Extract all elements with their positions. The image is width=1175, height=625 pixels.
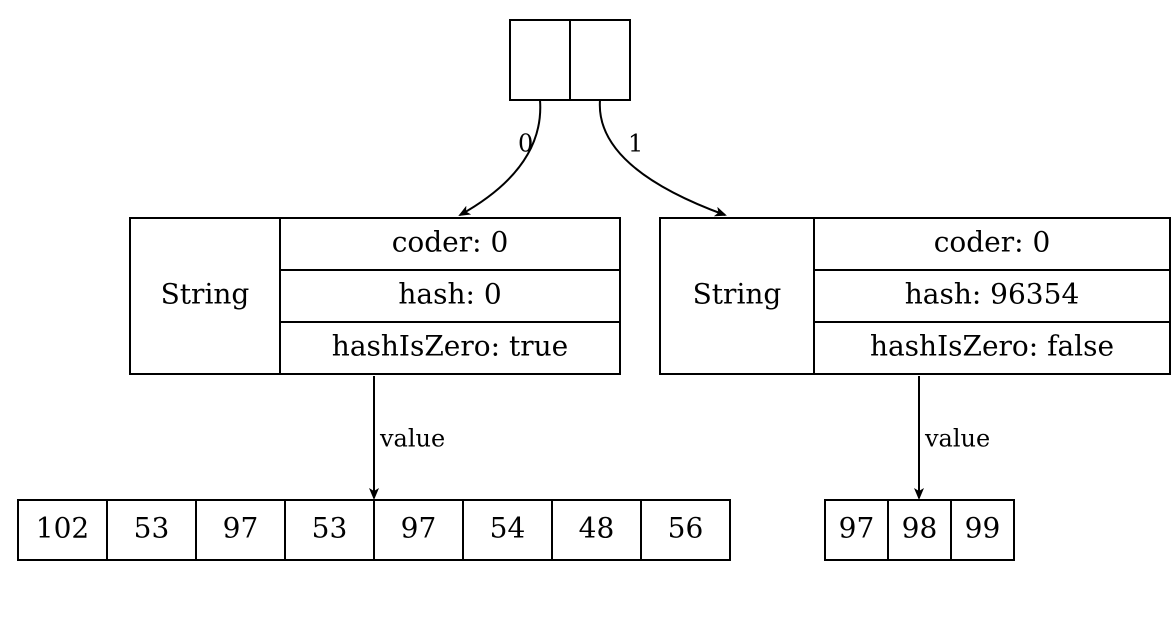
- edge-0: [460, 100, 540, 215]
- left_string-array-value-1: 53: [134, 512, 170, 545]
- left_string-field-label-0: coder: 0: [392, 226, 509, 259]
- edge-label-2: value: [379, 425, 445, 453]
- right_string-array-value-1: 98: [902, 512, 938, 545]
- left_string-field-label-1: hash: 0: [398, 278, 501, 311]
- right_string-field-label-2: hashIsZero: false: [870, 330, 1114, 363]
- right_string-field-label-0: coder: 0: [934, 226, 1051, 259]
- left_string-array-value-3: 53: [312, 512, 348, 545]
- left_string-array-value-0: 102: [36, 512, 89, 545]
- left_string-array-value-5: 54: [490, 512, 526, 545]
- left_string-array-value-2: 97: [223, 512, 259, 545]
- root-cell-1: [570, 20, 630, 100]
- edge-label-0: 0: [518, 130, 533, 158]
- left_string-array-value-7: 56: [668, 512, 704, 545]
- right_string-array-value-2: 99: [965, 512, 1001, 545]
- right_string-array-value-0: 97: [839, 512, 875, 545]
- left_string-array-value-4: 97: [401, 512, 437, 545]
- right_string-field-label-1: hash: 96354: [905, 278, 1080, 311]
- edge-label-1: 1: [628, 130, 643, 158]
- left_string-field-label-2: hashIsZero: true: [332, 330, 568, 363]
- diagram-canvas: String coder: 0 hash: 0 hashIsZero: true 102…: [0, 0, 1175, 625]
- root-cell-0: [510, 20, 570, 100]
- right_string-type-label: String: [693, 278, 782, 311]
- edge-1: [600, 100, 725, 215]
- edge-label-3: value: [924, 425, 990, 453]
- left_string-array-value-6: 48: [579, 512, 615, 545]
- left_string-type-label: String: [161, 278, 250, 311]
